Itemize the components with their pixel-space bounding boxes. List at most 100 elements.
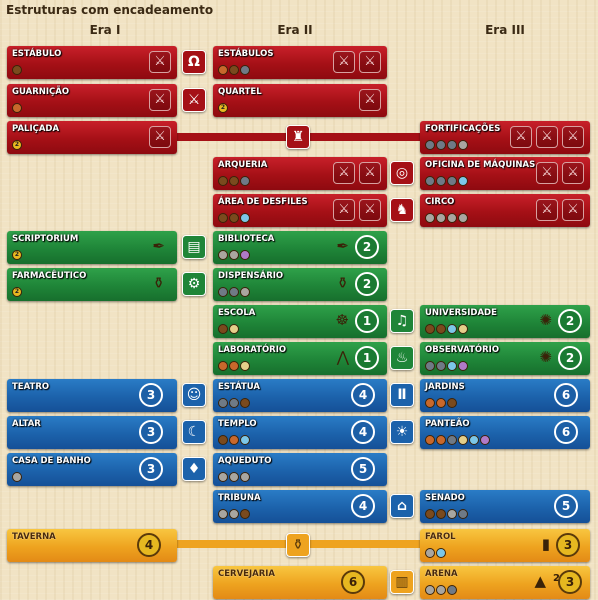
resource-stone-icon bbox=[458, 213, 468, 223]
cost-row bbox=[218, 213, 250, 223]
resource-clay-icon bbox=[436, 435, 446, 445]
card-farol[interactable]: FAROL ▮ 3 bbox=[420, 529, 590, 562]
resource-clay-icon bbox=[218, 65, 228, 75]
victory-points-badge: 3 bbox=[139, 457, 163, 481]
resource-wood-icon bbox=[218, 176, 228, 186]
card-circo[interactable]: CIRCO ⚔ ⚔ bbox=[420, 194, 590, 227]
resource-wood-icon bbox=[436, 324, 446, 334]
military-shield-icon: ⚔ bbox=[149, 51, 171, 73]
card-tribuna[interactable]: TRIBUNA 4 bbox=[213, 490, 387, 523]
resource-ore-icon bbox=[229, 398, 239, 408]
theater-mask-icon: ☺ bbox=[182, 383, 206, 407]
card-universidade[interactable]: UNIVERSIDADE ✺ 2 bbox=[420, 305, 590, 338]
cost-row: 2 bbox=[218, 103, 228, 113]
card-jardins[interactable]: JARDINS 6 bbox=[420, 379, 590, 412]
card-estabulo[interactable]: ESTÁBULO ⚔ bbox=[7, 46, 177, 79]
military-shield-icon: ⚔ bbox=[359, 162, 381, 184]
era-2-header: Era II bbox=[277, 23, 313, 37]
resource-stone-icon bbox=[229, 250, 239, 260]
sword-icon: ⚔ bbox=[182, 88, 206, 112]
victory-points-badge: 6 bbox=[554, 420, 578, 444]
military-shield-icon: ⚔ bbox=[536, 199, 558, 221]
military-shield-icon: ⚔ bbox=[562, 199, 584, 221]
gear-icon: ⚙ bbox=[182, 272, 206, 296]
resource-stone-icon bbox=[425, 548, 435, 558]
resource-ore-icon bbox=[218, 287, 228, 297]
resource-wood-icon bbox=[229, 65, 239, 75]
card-casa-de-banho[interactable]: CASA DE BANHO 3 bbox=[7, 453, 177, 486]
resource-wood-icon bbox=[229, 176, 239, 186]
resource-glass-icon bbox=[436, 548, 446, 558]
cost-row bbox=[218, 472, 250, 482]
military-shield-icon: ⚔ bbox=[359, 89, 381, 111]
military-shield-icon: ⚔ bbox=[333, 162, 355, 184]
resource-ore-icon bbox=[447, 140, 457, 150]
resource-stone-icon bbox=[425, 585, 435, 595]
card-bonus-icon: ▮ bbox=[541, 535, 550, 553]
cost-row bbox=[12, 472, 22, 482]
victory-points-badge: 2 bbox=[558, 346, 582, 370]
cost-row bbox=[425, 176, 468, 186]
card-aqueduto[interactable]: AQUEDUTO 5 bbox=[213, 453, 387, 486]
resource-clay-icon bbox=[425, 435, 435, 445]
column-icon: Ⅱ bbox=[390, 383, 414, 407]
resource-clay-icon bbox=[12, 103, 22, 113]
card-fortificacoes[interactable]: FORTIFICAÇÕES ⚔ ⚔ ⚔ bbox=[420, 121, 590, 154]
coin-badge: 6 bbox=[341, 570, 365, 594]
card-arena[interactable]: ARENA ▲ 2 3 bbox=[420, 566, 590, 599]
victory-points-badge: 4 bbox=[351, 420, 375, 444]
cost-row bbox=[425, 585, 457, 595]
cost-row bbox=[218, 65, 250, 75]
tower-icon: ♜ bbox=[286, 125, 310, 149]
card-senado[interactable]: SENADO 5 bbox=[420, 490, 590, 523]
card-taverna[interactable]: TAVERNA 4 bbox=[7, 529, 177, 562]
cost-row bbox=[12, 103, 22, 113]
victory-points-badge: 3 bbox=[139, 420, 163, 444]
resource-wood-icon bbox=[436, 509, 446, 519]
card-guarnicao[interactable]: GUARNIÇÃO ⚔ bbox=[7, 84, 177, 117]
card-laboratorio[interactable]: LABORATÓRIO ⋀ 1 bbox=[213, 342, 387, 375]
resource-coin-icon: 2 bbox=[12, 250, 22, 260]
era-1-header: Era I bbox=[89, 23, 121, 37]
card-teatro[interactable]: TEATRO 3 bbox=[7, 379, 177, 412]
card-biblioteca[interactable]: BIBLIOTECA ✒ 2 bbox=[213, 231, 387, 264]
cost-row bbox=[12, 65, 22, 75]
resource-cloth-icon bbox=[458, 361, 468, 371]
resource-glass-icon bbox=[469, 435, 479, 445]
cost-row bbox=[425, 548, 446, 558]
card-quartel[interactable]: QUARTEL 2 ⚔ bbox=[213, 84, 387, 117]
victory-points-badge: 4 bbox=[351, 494, 375, 518]
card-escola[interactable]: ESCOLA ☸ 1 bbox=[213, 305, 387, 338]
card-scriptorium[interactable]: SCRIPTORIUM 2 ✒ bbox=[7, 231, 177, 264]
card-arqueria[interactable]: ARQUERIA ⚔ ⚔ bbox=[213, 157, 387, 190]
resource-ore-icon bbox=[436, 361, 446, 371]
card-cervejaria[interactable]: CERVEJARIA 6 bbox=[213, 566, 387, 599]
resource-clay-icon bbox=[425, 398, 435, 408]
cost-row: 2 bbox=[12, 250, 22, 260]
victory-points-badge: 3 bbox=[139, 383, 163, 407]
cost-row bbox=[218, 509, 250, 519]
card-estatua[interactable]: ESTÁTUA 4 bbox=[213, 379, 387, 412]
resource-ore-icon bbox=[447, 176, 457, 186]
cost-row: 2 bbox=[12, 140, 22, 150]
victory-points-badge: 2 bbox=[355, 272, 379, 296]
card-palicada[interactable]: PALIÇADA 2 ⚔ bbox=[7, 121, 177, 154]
era-3-header: Era III bbox=[485, 23, 525, 37]
resource-clay-icon bbox=[218, 361, 228, 371]
victory-points-badge: 2 bbox=[355, 235, 379, 259]
horseshoe-icon: Ω bbox=[182, 50, 206, 74]
card-area-de-desfiles[interactable]: ÁREA DE DESFILES ⚔ ⚔ bbox=[213, 194, 387, 227]
card-templo[interactable]: TEMPLO 4 bbox=[213, 416, 387, 449]
resource-coin-icon: 2 bbox=[12, 287, 22, 297]
card-oficina[interactable]: OFICINA DE MÁQUINAS ⚔ ⚔ bbox=[420, 157, 590, 190]
card-estabulos[interactable]: ESTÁBULOS ⚔ ⚔ bbox=[213, 46, 387, 79]
card-altar[interactable]: ALTAR 3 bbox=[7, 416, 177, 449]
card-panteao[interactable]: PANTEÃO 6 bbox=[420, 416, 590, 449]
card-observatorio[interactable]: OBSERVATÓRIO ✺ 2 bbox=[420, 342, 590, 375]
card-dispensario[interactable]: DISPENSÁRIO ⚱ 2 bbox=[213, 268, 387, 301]
card-farmaceutico[interactable]: FARMACÊUTICO 2 ⚱ bbox=[7, 268, 177, 301]
resource-ore-icon bbox=[240, 176, 250, 186]
victory-points-badge: 3 bbox=[556, 533, 580, 557]
resource-stone-icon bbox=[436, 585, 446, 595]
resource-stone-icon bbox=[240, 287, 250, 297]
